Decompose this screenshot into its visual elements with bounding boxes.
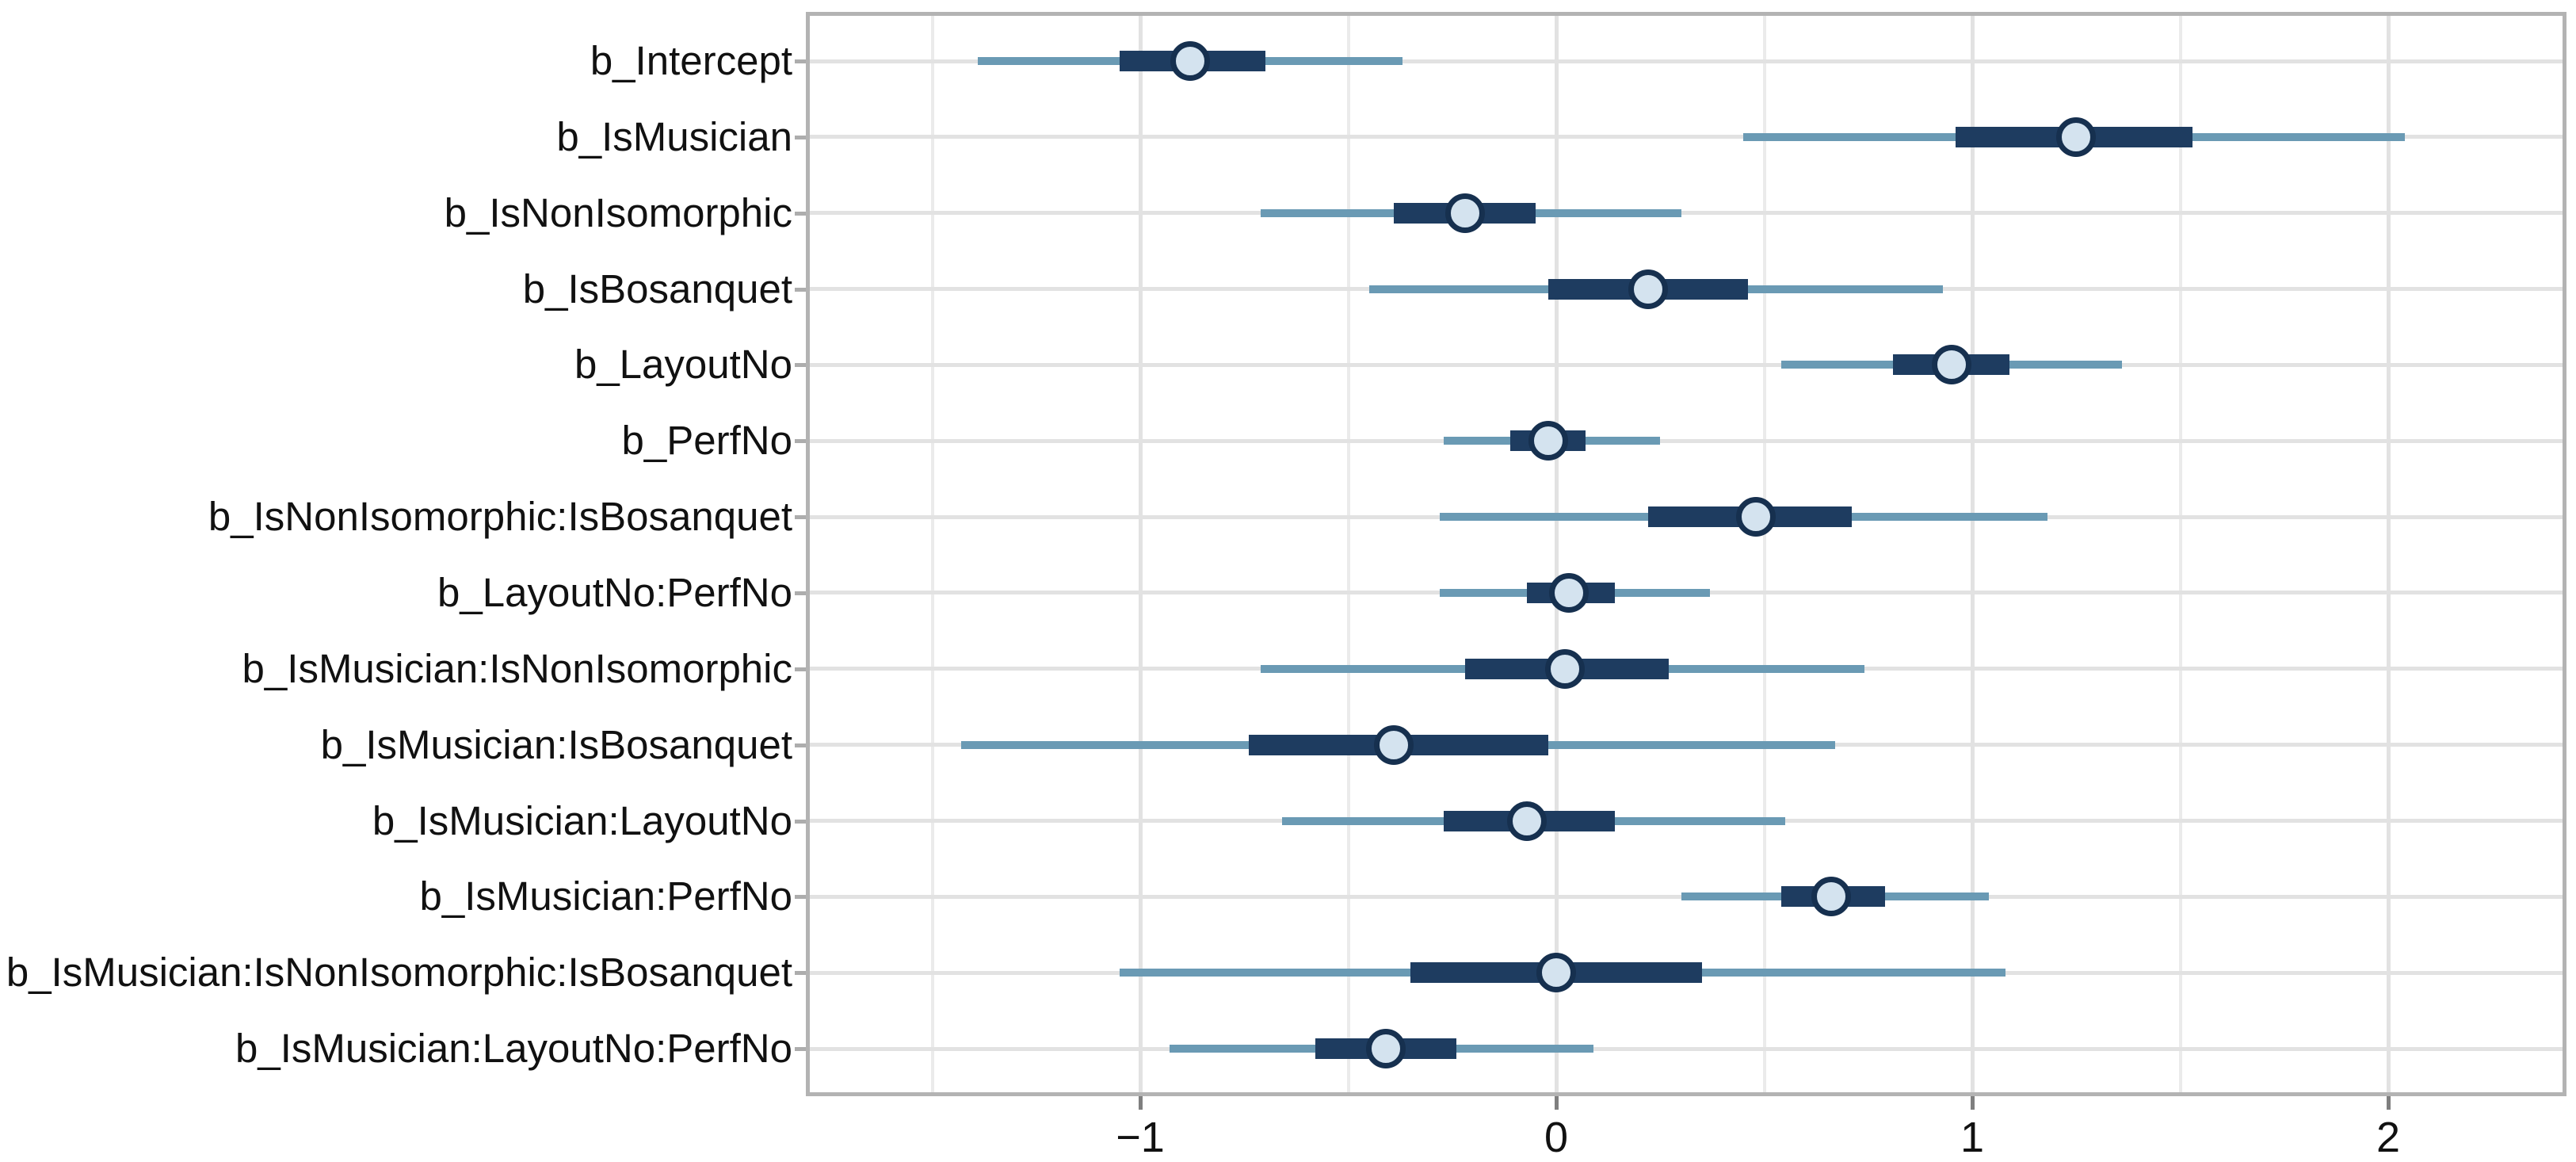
point-estimate bbox=[2056, 117, 2097, 157]
y-axis-label: b_IsNonIsomorphic:IsBosanquet bbox=[208, 494, 792, 540]
gridline-y-major bbox=[810, 135, 2563, 140]
y-axis-label: b_IsBosanquet bbox=[522, 266, 792, 312]
y-tick-mark bbox=[795, 743, 808, 747]
y-axis-label: b_IsMusician:LayoutNo:PerfNo bbox=[235, 1026, 792, 1072]
y-tick-mark bbox=[795, 363, 808, 368]
y-axis-label: b_IsNonIsomorphic bbox=[444, 189, 792, 235]
point-estimate bbox=[1444, 193, 1485, 233]
y-axis-label: b_IsMusician:IsNonIsomorphic bbox=[242, 645, 792, 691]
gridline-x-major bbox=[1138, 16, 1143, 1092]
point-estimate bbox=[1544, 648, 1585, 689]
point-estimate bbox=[1365, 1029, 1406, 1069]
point-estimate bbox=[1736, 497, 1776, 537]
y-axis-label: b_Intercept bbox=[590, 38, 792, 83]
point-estimate bbox=[1931, 345, 1971, 385]
y-tick-mark bbox=[795, 515, 808, 520]
x-tick-label: 0 bbox=[1544, 1114, 1569, 1161]
point-estimate bbox=[1628, 269, 1668, 309]
gridline-x-minor bbox=[930, 16, 934, 1092]
y-axis-label: b_IsMusician:IsNonIsomorphic:IsBosanquet bbox=[6, 950, 792, 996]
gridline-y-major bbox=[810, 1046, 2563, 1051]
y-tick-mark bbox=[795, 895, 808, 900]
y-tick-mark bbox=[795, 1047, 808, 1052]
point-estimate bbox=[1536, 953, 1576, 993]
y-tick-mark bbox=[795, 211, 808, 216]
x-tick-mark bbox=[2386, 1096, 2391, 1110]
point-estimate bbox=[1170, 41, 1210, 81]
point-estimate bbox=[1811, 877, 1851, 917]
point-estimate bbox=[1528, 421, 1568, 461]
y-tick-mark bbox=[795, 971, 808, 976]
x-tick-label: 2 bbox=[2376, 1114, 2401, 1161]
gridline-y-major bbox=[810, 362, 2563, 367]
y-axis-label: b_IsMusician:PerfNo bbox=[419, 873, 792, 919]
gridline-x-minor bbox=[2178, 16, 2182, 1092]
y-axis-label: b_IsMusician:LayoutNo bbox=[372, 797, 792, 843]
point-estimate bbox=[1548, 572, 1589, 613]
y-tick-mark bbox=[795, 59, 808, 63]
plot-panel bbox=[806, 12, 2566, 1096]
y-tick-mark bbox=[795, 667, 808, 671]
x-tick-mark bbox=[1970, 1096, 1975, 1110]
gridline-x-major bbox=[2386, 16, 2391, 1092]
gridline-x-major bbox=[1554, 16, 1559, 1092]
y-tick-mark bbox=[795, 135, 808, 140]
y-tick-mark bbox=[795, 287, 808, 292]
y-tick-mark bbox=[795, 819, 808, 824]
gridline-x-minor bbox=[1762, 16, 1766, 1092]
gridline-y-major bbox=[810, 438, 2563, 443]
y-axis-label: b_LayoutNo bbox=[574, 342, 792, 388]
gridline-x-minor bbox=[1346, 16, 1350, 1092]
x-tick-label: 1 bbox=[1960, 1114, 1985, 1161]
x-tick-label: −1 bbox=[1116, 1114, 1165, 1161]
y-tick-mark bbox=[795, 439, 808, 444]
y-axis-label: b_LayoutNo:PerfNo bbox=[437, 569, 792, 615]
y-axis-label: b_IsMusician bbox=[556, 113, 792, 159]
y-tick-mark bbox=[795, 591, 808, 595]
gridline-y-major bbox=[810, 211, 2563, 216]
x-tick-mark bbox=[1554, 1096, 1559, 1110]
y-axis-label: b_PerfNo bbox=[621, 418, 792, 464]
x-tick-mark bbox=[1138, 1096, 1143, 1110]
y-axis-label: b_IsMusician:IsBosanquet bbox=[320, 721, 792, 767]
gridline-x-major bbox=[1970, 16, 1975, 1092]
point-estimate bbox=[1507, 801, 1548, 841]
point-estimate bbox=[1374, 724, 1414, 765]
gridline-y-major bbox=[810, 59, 2563, 63]
